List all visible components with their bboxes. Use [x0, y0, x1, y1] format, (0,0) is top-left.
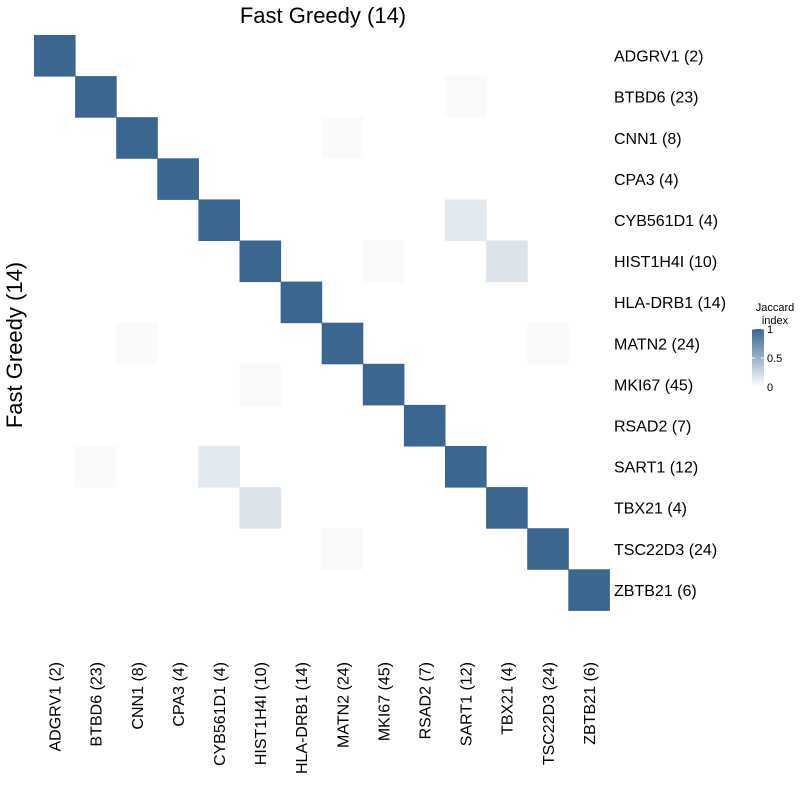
- legend: Jaccard index 10.50: [752, 302, 794, 394]
- heatmap-cell: [568, 569, 610, 611]
- column-labels: ADGRV1 (2) BTBD6 (23) CNN1 (8) CPA3 (4) CYB5…: [48, 662, 599, 774]
- column-label: SART1 (12): [459, 662, 476, 746]
- row-label: BTBD6 (23): [614, 90, 698, 107]
- column-label: HIST1H4I (10): [253, 662, 270, 765]
- row-label: HLA-DRB1 (14): [614, 295, 726, 312]
- column-label: CPA3 (4): [171, 662, 188, 727]
- heatmap-cell: [486, 240, 528, 283]
- row-label: CYB561D1 (4): [614, 213, 718, 230]
- heatmap-cell: [116, 322, 158, 365]
- heatmap-cells: [34, 35, 610, 611]
- heatmap-cell: [445, 446, 487, 488]
- heatmap-cell: [34, 35, 76, 77]
- heatmap-cell: [75, 76, 117, 118]
- heatmap-cell: [157, 158, 199, 200]
- row-label: MKI67 (45): [614, 377, 693, 394]
- column-label: ADGRV1 (2): [48, 662, 65, 752]
- column-label: TBX21 (4): [500, 662, 517, 735]
- heatmap-cell: [445, 199, 487, 241]
- row-label: ADGRV1 (2): [614, 49, 704, 66]
- heatmap-cell: [445, 76, 487, 118]
- legend-color-bar: [752, 329, 764, 387]
- row-label: SART1 (12): [614, 460, 698, 477]
- column-label: MATN2 (24): [335, 662, 352, 748]
- heatmap-cell: [75, 446, 117, 488]
- heatmap-cell: [527, 322, 569, 365]
- legend-tick-label: 0: [767, 382, 773, 394]
- heatmap-cell: [486, 487, 528, 529]
- row-label: CPA3 (4): [614, 172, 679, 189]
- heatmap-cell: [198, 446, 240, 488]
- heatmap-cell: [239, 487, 282, 529]
- heatmap-cell: [321, 322, 364, 365]
- column-label: HLA-DRB1 (14): [294, 662, 311, 774]
- heatmap-cell: [239, 240, 282, 283]
- heatmap-cell: [198, 199, 240, 241]
- column-label: RSAD2 (7): [417, 662, 434, 739]
- heatmap-cell: [280, 281, 323, 324]
- row-label: TSC22D3 (24): [614, 542, 717, 559]
- column-label: BTBD6 (23): [89, 662, 106, 746]
- heatmap-cell: [362, 240, 405, 283]
- legend-tick-label: 1: [767, 324, 773, 336]
- column-label: CNN1 (8): [130, 662, 147, 730]
- y-axis-title: Fast Greedy (14): [2, 262, 27, 428]
- row-label: MATN2 (24): [614, 336, 700, 353]
- row-label: TBX21 (4): [614, 501, 687, 518]
- legend-title-line1: Jaccard: [756, 302, 795, 314]
- heatmap-cell: [116, 117, 158, 159]
- column-label: ZBTB21 (6): [582, 662, 599, 745]
- row-label: CNN1 (8): [614, 131, 682, 148]
- column-label: CYB561D1 (4): [212, 662, 229, 766]
- row-label: HIST1H4I (10): [614, 254, 717, 271]
- column-label: MKI67 (45): [376, 662, 393, 741]
- row-label: ZBTB21 (6): [614, 583, 697, 600]
- heatmap-cell: [239, 363, 282, 406]
- column-label: TSC22D3 (24): [541, 662, 558, 765]
- legend-title-line2: index: [762, 315, 789, 327]
- heatmap-cell: [321, 528, 364, 570]
- heatmap-cell: [403, 404, 446, 447]
- heatmap-cell: [321, 117, 364, 159]
- chart-title: Fast Greedy (14): [240, 3, 406, 28]
- heatmap-cell: [362, 363, 405, 406]
- heatmap-cell: [527, 528, 569, 570]
- row-labels: ADGRV1 (2) BTBD6 (23) CNN1 (8) CPA3 (4) CYB5…: [614, 49, 726, 600]
- legend-ticks: 10.50: [752, 324, 782, 394]
- row-label: RSAD2 (7): [614, 418, 691, 435]
- legend-tick-label: 0.5: [767, 353, 782, 365]
